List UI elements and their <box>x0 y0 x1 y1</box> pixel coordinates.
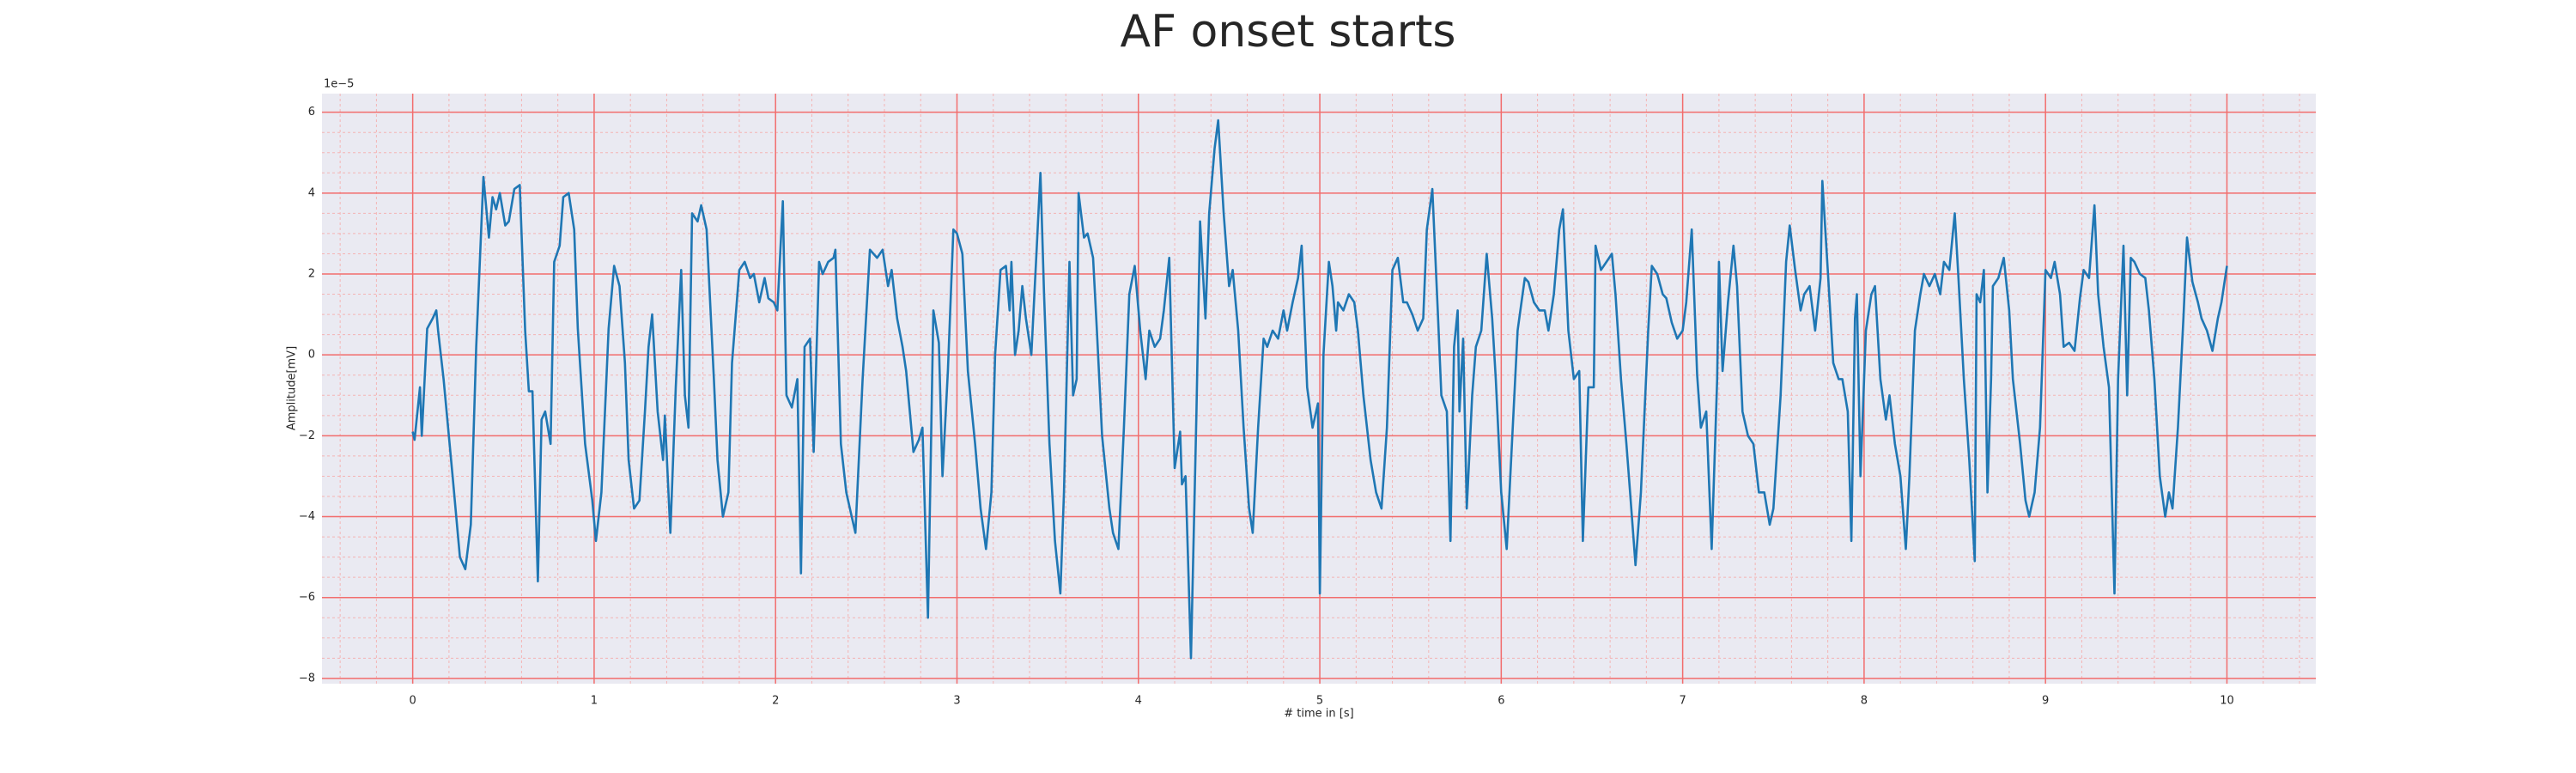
y-tick-label: 4 <box>308 186 315 199</box>
x-tick-label: 0 <box>410 695 416 708</box>
data-line <box>411 119 2228 660</box>
x-axis-label: # time in [s] <box>1284 708 1353 721</box>
x-tick-label: 8 <box>1861 695 1868 708</box>
x-tick-label: 10 <box>2220 695 2234 708</box>
x-tick-label: 7 <box>1679 695 1686 708</box>
x-tick-label: 6 <box>1498 695 1504 708</box>
x-tick-label: 3 <box>953 695 960 708</box>
x-tick-label: 9 <box>2042 695 2049 708</box>
chart-title: AF onset starts <box>1121 6 1456 58</box>
x-tick-label: 2 <box>772 695 779 708</box>
plot-background <box>322 94 2316 684</box>
y-tick-label: 0 <box>308 349 315 362</box>
y-offset-text: 1e−5 <box>324 78 354 91</box>
x-tick-label: 1 <box>591 695 598 708</box>
y-tick-label: −8 <box>299 672 315 685</box>
x-tick-label: 5 <box>1316 695 1323 708</box>
x-tick-label: 4 <box>1135 695 1142 708</box>
y-tick-label: 2 <box>308 268 315 281</box>
y-tick-label: 6 <box>308 106 315 119</box>
y-tick-label: −6 <box>299 591 315 604</box>
y-tick-label: −4 <box>299 510 315 523</box>
y-axis-label: Amplitude[mV] <box>286 346 299 430</box>
y-tick-label: −2 <box>299 429 315 442</box>
